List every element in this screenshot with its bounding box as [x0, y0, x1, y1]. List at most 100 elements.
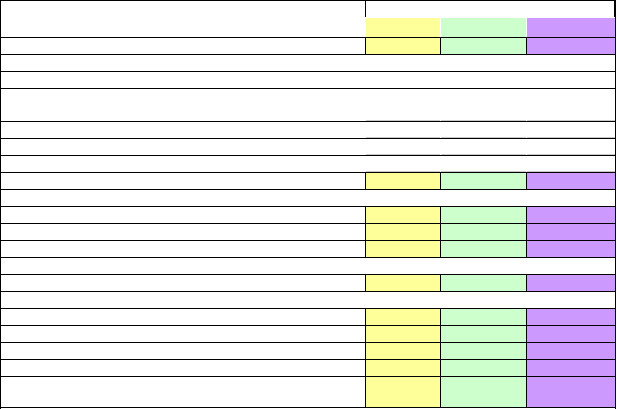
value-cell-b[interactable] [441, 241, 526, 257]
value-cell-c[interactable] [527, 377, 615, 408]
row-label-cell[interactable] [1, 343, 365, 359]
value-cell-c[interactable] [527, 343, 615, 359]
value-cell-b[interactable] [441, 326, 526, 342]
row-divider [0, 71, 616, 72]
grid-right-border [615, 0, 616, 409]
row-label-cell[interactable] [1, 72, 365, 88]
column-divider [440, 359, 441, 376]
row-label-cell[interactable] [1, 292, 365, 308]
table-row [0, 172, 616, 189]
table-row [0, 121, 616, 138]
header-col-b[interactable] [441, 18, 526, 37]
table-row [0, 325, 616, 342]
faint-gridline [366, 154, 440, 155]
row-label-cell[interactable] [1, 224, 365, 240]
value-cell-b[interactable] [441, 38, 526, 54]
row-label-cell[interactable] [1, 55, 365, 71]
column-divider [526, 359, 527, 376]
value-cell-c[interactable] [527, 173, 615, 189]
value-cell-b[interactable] [441, 173, 526, 189]
row-divider [0, 88, 616, 89]
row-divider [0, 223, 616, 224]
row-label-cell[interactable] [1, 258, 365, 274]
value-cell-a[interactable] [366, 173, 440, 189]
column-divider [365, 342, 366, 359]
value-cell-c[interactable] [527, 326, 615, 342]
row-label-cell[interactable] [1, 275, 365, 291]
header-title-cell[interactable] [0, 0, 365, 37]
column-divider [440, 37, 441, 54]
value-cell-c[interactable] [527, 309, 615, 325]
row-label-cell[interactable] [1, 207, 365, 223]
row-label-cell[interactable] [1, 360, 365, 376]
value-cell-a[interactable] [366, 360, 440, 376]
table-row [0, 274, 616, 291]
value-cell-c[interactable] [527, 275, 615, 291]
column-divider [526, 37, 527, 54]
row-divider [0, 37, 616, 38]
table-row [0, 88, 616, 121]
row-divider [0, 121, 616, 122]
table-row [0, 308, 616, 325]
value-cell-b[interactable] [441, 275, 526, 291]
column-divider [440, 376, 441, 408]
value-cell-a[interactable] [366, 241, 440, 257]
column-divider [440, 206, 441, 223]
row-divider [0, 189, 616, 190]
row-divider [0, 138, 616, 139]
row-label-cell[interactable] [1, 241, 365, 257]
value-cell-a[interactable] [366, 207, 440, 223]
value-cell-a[interactable] [366, 38, 440, 54]
column-divider [440, 274, 441, 291]
row-divider [0, 308, 616, 309]
row-label-cell[interactable] [1, 38, 365, 54]
column-divider [440, 223, 441, 240]
value-cell-b[interactable] [441, 343, 526, 359]
faint-gridline [441, 154, 526, 155]
column-divider [526, 376, 527, 408]
column-divider [526, 342, 527, 359]
value-cell-a[interactable] [366, 377, 440, 408]
value-cell-a[interactable] [366, 275, 440, 291]
table-row [0, 291, 616, 308]
value-cell-a[interactable] [366, 224, 440, 240]
header-col-a[interactable] [366, 18, 440, 37]
row-label-cell[interactable] [1, 156, 365, 172]
row-label-cell[interactable] [1, 173, 365, 189]
header-group-cell[interactable] [365, 0, 615, 17]
value-cell-b[interactable] [441, 224, 526, 240]
row-label-cell[interactable] [1, 139, 365, 155]
row-label-cell[interactable] [1, 190, 365, 206]
row-label-cell[interactable] [1, 309, 365, 325]
value-cell-a[interactable] [366, 309, 440, 325]
faint-gridline [527, 154, 615, 155]
value-cell-b[interactable] [441, 207, 526, 223]
row-label-cell[interactable] [1, 377, 365, 408]
row-label-cell[interactable] [1, 89, 365, 121]
value-cell-b[interactable] [441, 360, 526, 376]
column-divider [526, 274, 527, 291]
value-cell-b[interactable] [441, 377, 526, 408]
table-row [0, 54, 616, 71]
column-divider [526, 308, 527, 325]
row-divider [0, 291, 616, 292]
value-cell-a[interactable] [366, 326, 440, 342]
value-cell-c[interactable] [527, 207, 615, 223]
header-col-c[interactable] [527, 18, 615, 37]
value-cell-b[interactable] [441, 309, 526, 325]
column-divider [526, 240, 527, 257]
value-cell-c[interactable] [527, 360, 615, 376]
table-row [0, 342, 616, 359]
value-cell-a[interactable] [366, 343, 440, 359]
row-label-cell[interactable] [1, 326, 365, 342]
value-cell-c[interactable] [527, 38, 615, 54]
row-divider [0, 206, 616, 207]
value-cell-c[interactable] [527, 224, 615, 240]
row-divider [0, 257, 616, 258]
value-cell-c[interactable] [527, 241, 615, 257]
row-label-cell[interactable] [1, 122, 365, 138]
table-row [0, 37, 616, 54]
faint-gridline [366, 171, 440, 172]
faint-gridline [527, 171, 615, 172]
faint-gridline [441, 137, 526, 138]
